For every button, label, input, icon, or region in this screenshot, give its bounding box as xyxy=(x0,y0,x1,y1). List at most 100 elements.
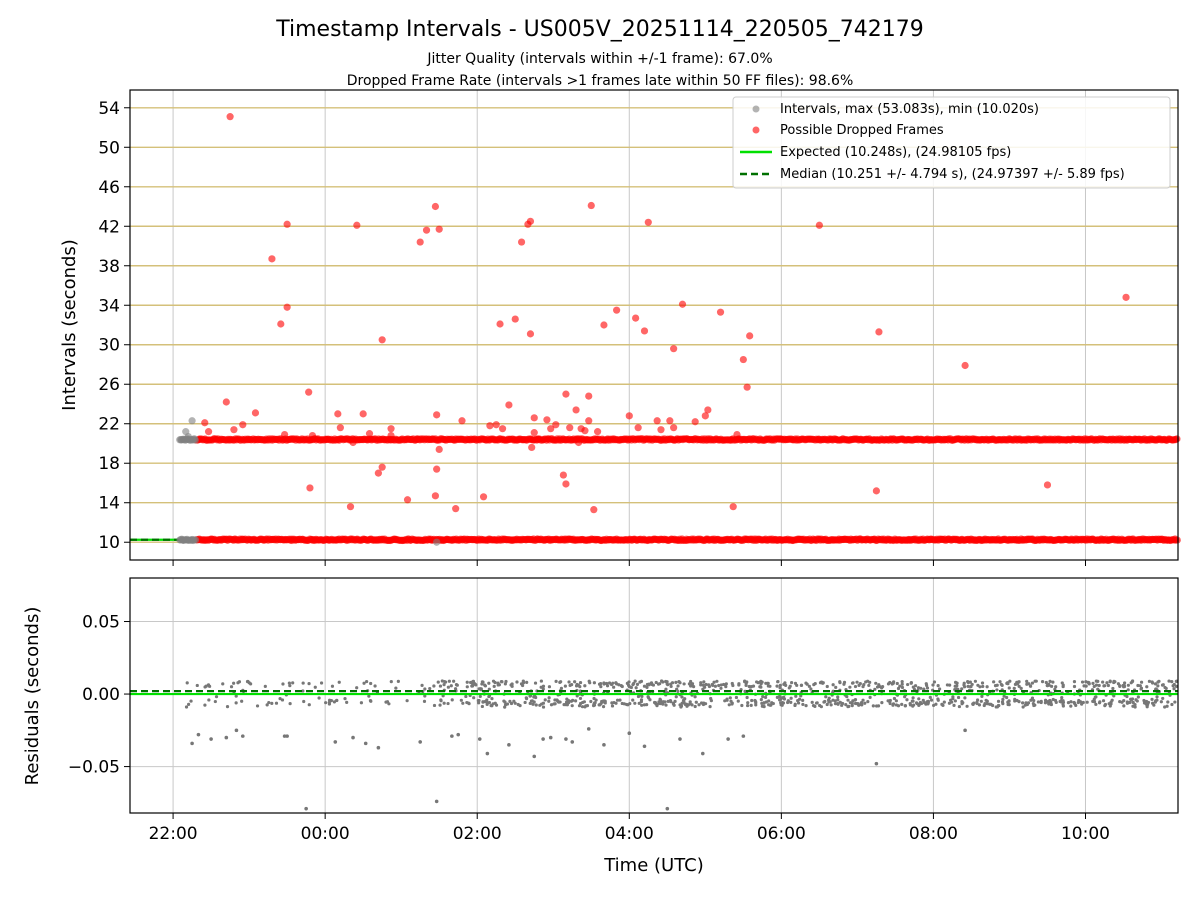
residual-point xyxy=(332,700,337,704)
residual-point xyxy=(579,701,583,706)
residual-point xyxy=(301,689,305,693)
residual-outlier-33 xyxy=(741,734,746,738)
dropped-frame-point-95 xyxy=(961,361,969,370)
residual-point xyxy=(728,696,732,700)
residual-point xyxy=(1126,688,1130,692)
dropped-frame-point-40 xyxy=(486,422,494,430)
dropped-frame-point-42 xyxy=(496,320,504,328)
x-tick-label-6: 10:00 xyxy=(1061,824,1110,844)
dropped-frame-point-27 xyxy=(403,496,412,504)
residual-point xyxy=(917,697,921,701)
dropped-frame-point-94 xyxy=(875,328,883,336)
residual-point xyxy=(1014,682,1018,686)
residual-point xyxy=(693,695,697,699)
residuals-y-axis-label: Residuals (seconds) xyxy=(22,607,43,786)
residual-point xyxy=(794,694,798,698)
residual-point xyxy=(633,701,637,705)
residual-point xyxy=(515,680,519,684)
residual-point xyxy=(1091,681,1095,685)
x-tick-label-0: 22:00 xyxy=(149,824,198,844)
residuals-panel: 0.05 0.00 −0.05 Residuals (seconds) xyxy=(22,577,1179,814)
residual-point xyxy=(270,701,274,705)
residual-point xyxy=(703,702,708,706)
residual-point xyxy=(603,701,607,705)
residual-point xyxy=(850,681,855,685)
residual-point xyxy=(232,681,236,685)
residual-point xyxy=(447,679,451,683)
residual-point xyxy=(1153,682,1158,686)
residual-point xyxy=(906,682,910,687)
residual-point xyxy=(1138,684,1142,688)
residual-point xyxy=(1128,700,1132,705)
residual-point xyxy=(562,703,566,707)
residual-outlier-2 xyxy=(209,737,213,741)
band-point xyxy=(191,436,199,444)
bottom-y-tick-label-1: 0.00 xyxy=(82,685,120,705)
dropped-frame-point-8 xyxy=(239,421,247,429)
residual-point xyxy=(627,684,631,689)
dropped-frame-point-81 xyxy=(670,424,678,432)
residual-point xyxy=(725,697,729,701)
residual-point xyxy=(819,680,824,684)
residual-point xyxy=(313,685,317,689)
residuals-y-ticks: 0.05 0.00 −0.05 xyxy=(68,613,130,778)
dropped-frame-point-77 xyxy=(653,417,661,425)
residual-point xyxy=(532,700,536,704)
residual-point xyxy=(750,698,754,703)
residual-point xyxy=(465,685,469,689)
residual-point xyxy=(645,703,649,707)
residual-point xyxy=(734,695,739,700)
residual-outlier-3 xyxy=(224,735,229,740)
residual-point xyxy=(583,705,587,709)
residual-outlier-30 xyxy=(678,737,682,741)
residual-point xyxy=(500,680,504,684)
residual-point xyxy=(956,695,961,700)
residual-point xyxy=(459,698,463,702)
dropped-frame-point-37 xyxy=(452,505,460,513)
residual-point xyxy=(664,703,668,707)
residual-point xyxy=(492,684,496,688)
residual-point xyxy=(307,703,311,707)
residual-point xyxy=(487,687,491,691)
residual-point xyxy=(1045,683,1049,688)
residual-point xyxy=(291,681,295,685)
residual-point xyxy=(1087,682,1091,686)
residual-point xyxy=(1103,702,1108,707)
residual-point xyxy=(236,681,240,685)
residual-point xyxy=(846,698,850,702)
residual-point xyxy=(894,699,898,703)
residual-point xyxy=(694,700,698,704)
residual-point xyxy=(853,684,858,689)
dropped-frame-point-88 xyxy=(733,431,741,439)
x-tick-label-4: 06:00 xyxy=(757,824,806,844)
band-point xyxy=(191,536,200,544)
residual-point xyxy=(1101,680,1105,684)
residual-point xyxy=(633,679,637,683)
residual-point xyxy=(534,703,538,707)
residual-point xyxy=(960,687,964,691)
residual-point xyxy=(860,703,864,707)
residual-point xyxy=(786,699,790,703)
top-y-tick-label-8: 42 xyxy=(98,217,120,237)
residual-point xyxy=(635,682,640,686)
residual-point xyxy=(814,701,819,705)
residual-point xyxy=(823,699,827,704)
residual-point xyxy=(793,702,797,706)
residual-point xyxy=(1139,680,1144,684)
residual-point xyxy=(1122,699,1126,703)
residual-point xyxy=(610,704,615,708)
intervals-y-ticks: 10 14 18 22 26 30 34 38 42 46 50 54 xyxy=(98,99,130,553)
residual-point xyxy=(699,681,703,685)
dropped-frame-point-51 xyxy=(530,429,538,437)
residual-point xyxy=(1145,685,1149,689)
dropped-frame-point-54 xyxy=(543,416,551,424)
residual-point xyxy=(955,681,959,685)
residual-point xyxy=(359,701,364,705)
residual-point xyxy=(278,697,282,701)
residual-point xyxy=(842,680,847,684)
residual-point xyxy=(900,685,905,690)
dropped-frame-point-46 xyxy=(517,238,526,246)
residual-point xyxy=(679,704,684,708)
dropped-frame-point-80 xyxy=(670,345,678,353)
residual-point xyxy=(487,701,492,705)
